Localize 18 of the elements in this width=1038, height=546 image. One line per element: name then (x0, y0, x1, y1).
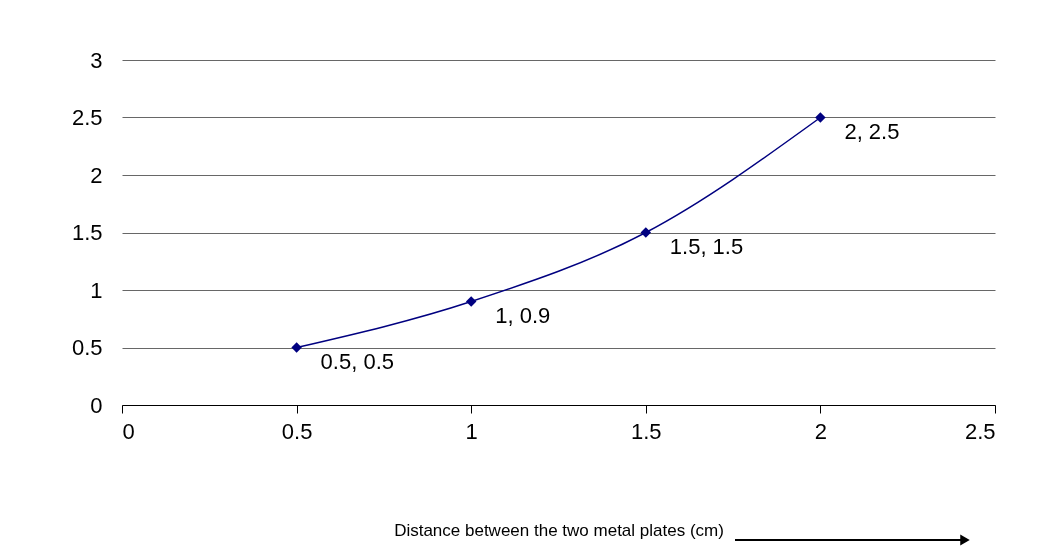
y-tick-label: 1 (90, 277, 103, 303)
x-axis-title: Distance between the two metal plates (cm) (394, 520, 724, 540)
x-tick-label: 0.5 (281, 418, 313, 444)
x-tick-label: 1.5 (631, 418, 662, 444)
x-tick-label: 1 (465, 418, 478, 444)
data-label: 1, 0.9 (495, 302, 551, 328)
y-tick-label: 0 (90, 392, 103, 418)
y-tick-label: 2 (90, 162, 103, 188)
x-tick-label: 2.5 (964, 418, 996, 444)
data-label: 1.5, 1.5 (669, 233, 744, 259)
y-tick-label: 0.5 (71, 335, 103, 360)
x-tick-label: 2 (814, 418, 828, 444)
y-tick-label: 1.5 (71, 220, 103, 245)
x-tick-label: 0 (122, 418, 135, 444)
data-label: 2, 2.5 (844, 118, 900, 144)
data-label: 0.5, 0.5 (320, 348, 394, 374)
y-tick-label: 2.5 (71, 105, 103, 130)
y-tick-label: 3 (90, 47, 103, 73)
